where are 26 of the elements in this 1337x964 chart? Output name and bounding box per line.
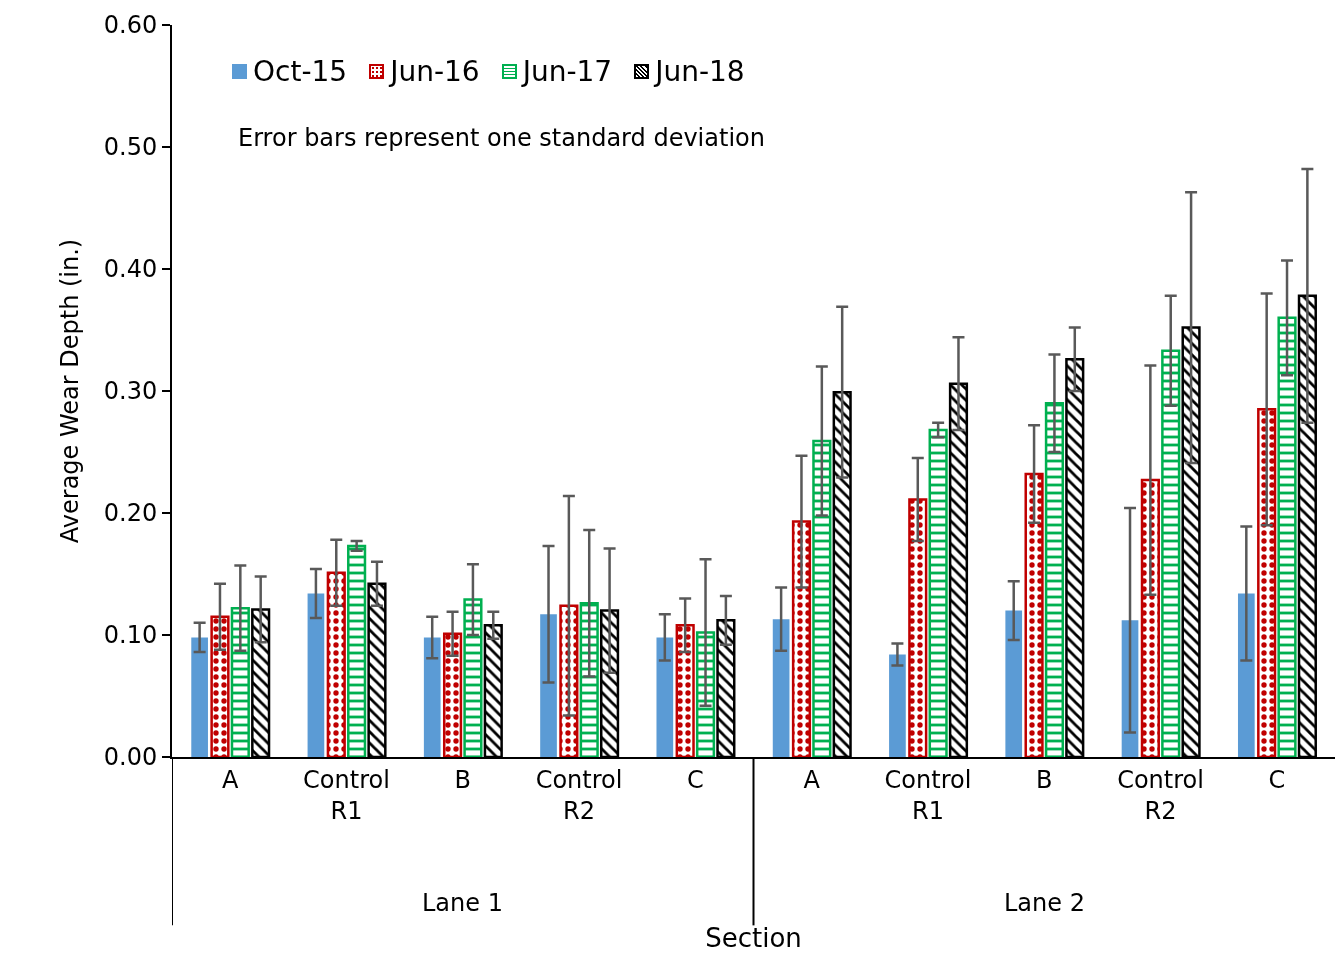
annotation: Error bars represent one standard deviation xyxy=(238,124,765,152)
legend-label: Jun-16 xyxy=(390,55,480,88)
legend-label: Jun-18 xyxy=(655,55,745,88)
y-tick-label: 0.10 xyxy=(103,621,158,650)
x-axis-title: Section xyxy=(705,923,802,954)
x-tick-label: C xyxy=(686,765,704,794)
x-tick-label: Control R2 xyxy=(1117,765,1204,825)
x-tick-label: Control R1 xyxy=(884,765,972,825)
y-tick-label: 0.40 xyxy=(103,255,158,284)
x-tick-label: Control R1 xyxy=(303,765,390,825)
y-tick-label: 0.30 xyxy=(103,377,158,406)
y-tick-label: 0.00 xyxy=(103,743,158,772)
legend-label: Oct-15 xyxy=(253,55,348,88)
x-tick-label: B xyxy=(1036,765,1053,794)
x-tick-label: Control R2 xyxy=(535,765,623,825)
x-tick-label: A xyxy=(221,765,239,794)
text: Lane 1 xyxy=(422,889,503,917)
y-tick-label: 0.60 xyxy=(103,11,158,40)
x-tick-label: B xyxy=(454,765,471,794)
legend-label: Jun-17 xyxy=(522,55,613,88)
text: Lane 2 xyxy=(1004,889,1085,917)
x-tick-label: A xyxy=(803,765,821,794)
y-tick-label: 0.20 xyxy=(103,499,158,528)
y-tick-label: 0.50 xyxy=(103,133,158,162)
x-tick-label: C xyxy=(1268,765,1286,794)
y-axis-title: Average Wear Depth (in.) xyxy=(56,238,85,544)
